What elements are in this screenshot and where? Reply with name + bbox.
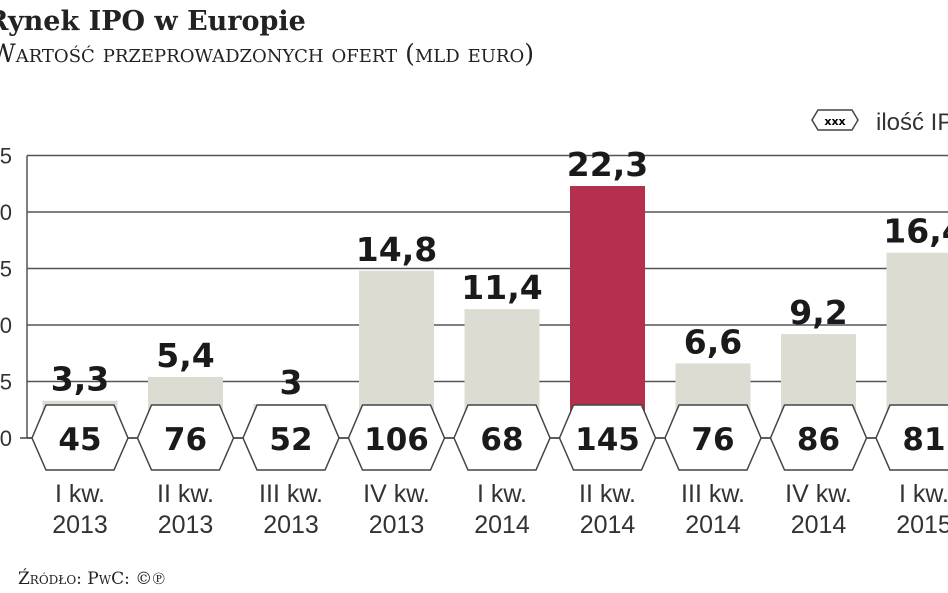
ipo-count-hexagon bbox=[558, 404, 657, 471]
legend: xxx ilość IPO bbox=[811, 109, 948, 136]
x-tick-quarter: II kw. bbox=[579, 480, 636, 508]
x-tick-quarter: I kw. bbox=[899, 480, 948, 508]
bar-value-label: 9,2 bbox=[789, 293, 847, 332]
legend-label: ilość IPO bbox=[876, 109, 948, 136]
x-tick-year: 2013 bbox=[263, 511, 319, 539]
ipo-count-label: 52 bbox=[269, 422, 312, 458]
x-tick-quarter: I kw. bbox=[477, 480, 527, 508]
ipo-count-label: 76 bbox=[691, 422, 734, 458]
x-tick-year: 2013 bbox=[369, 511, 425, 539]
x-tick-year: 2015 bbox=[896, 511, 948, 539]
x-tick-year: 2014 bbox=[791, 511, 847, 539]
chart-subtitle: Wartość przeprowadzonych ofert (mld euro… bbox=[0, 39, 534, 68]
bar-value-label: 11,4 bbox=[461, 268, 542, 307]
bar-value-label: 14,8 bbox=[356, 230, 437, 269]
y-tick-label: 15 bbox=[0, 257, 12, 282]
ipo-count-label: 68 bbox=[480, 422, 523, 458]
ipo-count-hexagon bbox=[875, 404, 948, 471]
ipo-count-label: 76 bbox=[164, 422, 207, 458]
x-tick-quarter: IV kw. bbox=[363, 480, 430, 508]
ipo-count-label: 145 bbox=[575, 422, 640, 458]
chart-title: Rynek IPO w Europie bbox=[0, 6, 306, 37]
x-tick-year: 2014 bbox=[474, 511, 530, 539]
source-note: Źródło: PwC: ©℗ bbox=[18, 568, 165, 589]
y-tick-label: 0 bbox=[0, 426, 12, 451]
x-tick-year: 2014 bbox=[580, 511, 636, 539]
ipo-count-label: 86 bbox=[797, 422, 840, 458]
ipo-count-hexagon bbox=[453, 404, 551, 471]
ipo-count-hexagon bbox=[769, 404, 868, 471]
x-tick-quarter: II kw. bbox=[157, 480, 214, 508]
bar-value-label: 22,3 bbox=[567, 145, 648, 184]
ipo-count-hexagon bbox=[664, 404, 762, 471]
y-tick-label: 10 bbox=[0, 313, 12, 338]
bar-value-label: 16,4 bbox=[883, 212, 948, 251]
y-tick-label: 25 bbox=[0, 144, 12, 169]
ipo-count-hexagon bbox=[242, 404, 340, 471]
ipo-count-hexagon bbox=[136, 404, 235, 471]
ipo-count-label: 81 bbox=[902, 422, 945, 458]
y-tick-label: 20 bbox=[0, 200, 12, 225]
bar-value-label: 5,4 bbox=[156, 336, 214, 375]
bar-value-label: 3 bbox=[280, 363, 303, 402]
legend-symbol: xxx bbox=[824, 115, 845, 128]
x-tick-quarter: III kw. bbox=[259, 480, 323, 508]
x-tick-year: 2013 bbox=[52, 511, 108, 539]
x-tick-quarter: III kw. bbox=[681, 480, 745, 508]
x-tick-year: 2013 bbox=[158, 511, 214, 539]
legend-hexagon-icon bbox=[811, 109, 859, 131]
bar-value-label: 6,6 bbox=[684, 322, 742, 361]
ipo-count-label: 106 bbox=[364, 422, 429, 458]
bar bbox=[570, 186, 645, 438]
x-tick-quarter: I kw. bbox=[55, 480, 105, 508]
ipo-count-hexagon bbox=[31, 404, 129, 471]
x-tick-year: 2014 bbox=[685, 511, 741, 539]
ipo-count-hexagon bbox=[347, 404, 446, 471]
ipo-count-label: 45 bbox=[58, 422, 101, 458]
x-tick-quarter: IV kw. bbox=[785, 480, 852, 508]
y-tick-label: 5 bbox=[0, 370, 12, 395]
bar-value-label: 3,3 bbox=[51, 360, 109, 399]
